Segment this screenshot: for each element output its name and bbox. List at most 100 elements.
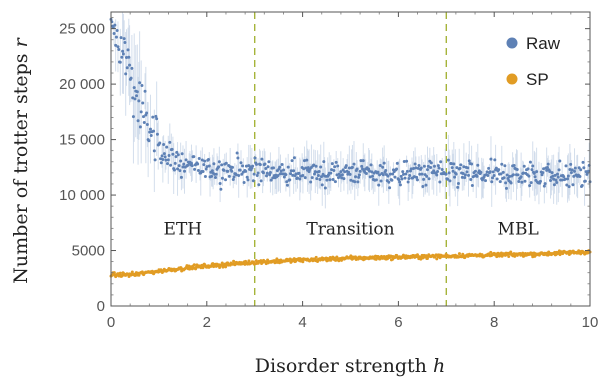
raw-point: [545, 165, 549, 169]
raw-point: [436, 164, 440, 168]
raw-point: [128, 63, 132, 67]
raw-point: [350, 165, 354, 169]
raw-point: [479, 170, 483, 174]
raw-point: [567, 185, 571, 189]
raw-point: [395, 161, 399, 165]
raw-point: [130, 66, 134, 70]
raw-point: [415, 178, 419, 182]
raw-point: [298, 177, 302, 181]
raw-point: [302, 159, 306, 163]
raw-point: [268, 173, 272, 177]
raw-point: [238, 168, 242, 172]
raw-point: [335, 173, 339, 177]
raw-point: [489, 157, 493, 161]
raw-point: [284, 173, 288, 177]
legend-marker: [506, 37, 518, 49]
raw-point: [131, 115, 135, 119]
raw-point: [340, 173, 344, 177]
raw-point: [297, 171, 301, 175]
raw-point: [352, 162, 356, 166]
raw-point: [265, 171, 269, 175]
raw-point: [236, 156, 240, 160]
y-tick-label: 15 000: [59, 132, 105, 149]
raw-point: [452, 162, 456, 166]
raw-point: [556, 175, 560, 179]
raw-point: [511, 173, 515, 177]
raw-point: [244, 164, 248, 168]
raw-point: [312, 163, 316, 167]
raw-point: [148, 127, 152, 131]
raw-point: [505, 173, 509, 177]
raw-point: [586, 169, 590, 173]
raw-point: [264, 167, 268, 171]
raw-point: [432, 164, 436, 168]
raw-point: [458, 166, 462, 170]
raw-point: [289, 169, 293, 173]
raw-point: [139, 110, 143, 114]
sp-point: [247, 259, 251, 263]
raw-point: [189, 161, 193, 165]
raw-point: [502, 176, 506, 180]
raw-point: [303, 176, 307, 180]
raw-point: [381, 165, 385, 169]
raw-point: [532, 171, 536, 175]
raw-point: [555, 172, 559, 176]
raw-point: [459, 163, 463, 167]
raw-point: [292, 156, 296, 160]
raw-point: [408, 173, 412, 177]
raw-point: [453, 175, 457, 179]
x-tick-label: 8: [490, 314, 498, 331]
raw-point: [176, 167, 180, 171]
raw-point: [569, 162, 573, 166]
raw-point: [329, 171, 333, 175]
raw-point: [367, 169, 371, 173]
raw-point: [371, 174, 375, 178]
raw-point: [583, 179, 587, 183]
raw-point: [364, 172, 368, 176]
raw-point: [196, 162, 200, 166]
raw-point: [355, 167, 359, 171]
raw-point: [499, 172, 503, 176]
raw-point: [159, 157, 163, 161]
raw-point: [141, 101, 145, 105]
data-points: [109, 17, 592, 279]
raw-point: [356, 180, 360, 184]
raw-point: [136, 119, 140, 123]
raw-point: [412, 175, 416, 179]
raw-point: [376, 170, 380, 174]
raw-point: [436, 169, 440, 173]
raw-point: [207, 164, 211, 168]
raw-point: [129, 76, 133, 80]
raw-point: [417, 164, 421, 168]
axis-ticks: 0 2 4 6 8 10 0 5000 10 000 15 000 20 000 25 000: [59, 12, 598, 331]
raw-point: [263, 162, 267, 166]
raw-point: [155, 132, 159, 136]
sp-point: [232, 259, 236, 263]
raw-point: [168, 140, 172, 144]
raw-point: [407, 176, 411, 180]
raw-point: [569, 171, 573, 175]
raw-point: [227, 174, 231, 178]
legend-label: SP: [526, 70, 549, 89]
raw-point: [494, 166, 498, 170]
raw-point: [137, 99, 141, 103]
raw-point: [493, 158, 497, 162]
raw-point: [463, 173, 467, 177]
raw-point: [412, 166, 416, 170]
raw-point: [280, 163, 284, 167]
raw-point: [152, 129, 156, 133]
raw-point: [302, 167, 306, 171]
x-axis-title: Disorder strength h: [255, 355, 445, 377]
raw-point: [405, 169, 409, 173]
raw-point: [347, 166, 351, 170]
raw-point: [143, 89, 147, 93]
raw-point: [132, 86, 136, 90]
raw-point: [232, 175, 236, 179]
raw-point: [230, 169, 234, 173]
raw-point: [490, 180, 494, 184]
x-tick-label: 10: [582, 314, 599, 331]
raw-point: [419, 166, 423, 170]
raw-point: [149, 133, 153, 137]
raw-point: [343, 170, 347, 174]
raw-point: [333, 180, 337, 184]
